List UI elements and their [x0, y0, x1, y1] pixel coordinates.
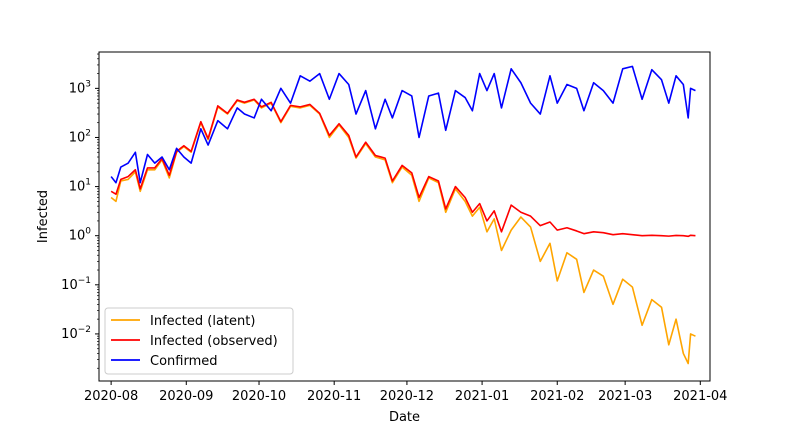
x-tick-label: 2020-08	[84, 389, 138, 404]
y-tick-label: 101	[69, 178, 91, 195]
x-tick-label: 2020-09	[159, 389, 213, 404]
x-tick-label: 2021-01	[455, 389, 509, 404]
legend-label: Infected (latent)	[150, 314, 255, 329]
x-tick-label: 2020-11	[307, 389, 361, 404]
x-axis: 2020-08 2020-09 2020-10 2020-11 2020-12 2021-…	[84, 381, 727, 404]
y-tick-label: 103	[69, 79, 91, 96]
y-tick-label: 100	[69, 227, 92, 244]
x-tick-label: 2020-10	[232, 389, 286, 404]
legend: Infected (latent) Infected (observed) Conf…	[104, 307, 294, 375]
x-tick-label: 2021-04	[673, 389, 727, 404]
x-axis-label: Date	[389, 410, 420, 425]
series-line-3	[110, 65, 696, 184]
x-tick-label: 2020-12	[380, 389, 434, 404]
axes-frame	[98, 51, 711, 382]
y-tick-label: 10−2	[61, 325, 91, 342]
y-tick-label: 10−1	[61, 276, 91, 293]
legend-label: Infected (observed)	[150, 334, 278, 349]
legend-label: Confirmed	[150, 354, 218, 369]
x-tick-label: 2021-02	[530, 389, 584, 404]
legend-box	[104, 307, 294, 375]
y-tick-label: 102	[69, 128, 91, 145]
x-tick-label: 2021-03	[598, 389, 652, 404]
plot-area	[110, 65, 696, 365]
y-axis-label: Infected	[36, 190, 51, 243]
y-axis: 10−2 10−1 100 101 102 103	[61, 53, 99, 369]
series-line-2	[110, 98, 696, 238]
